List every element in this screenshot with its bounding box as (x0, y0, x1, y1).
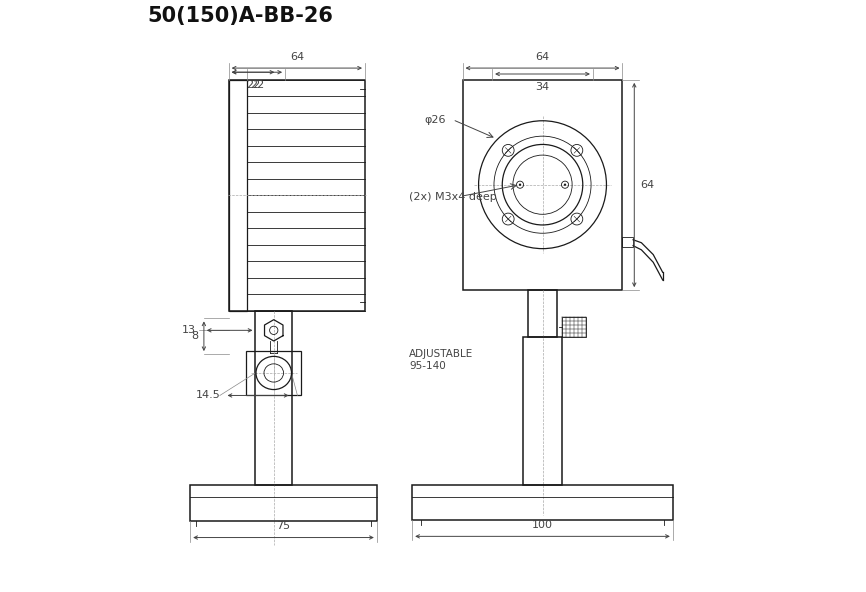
Text: φ26: φ26 (424, 115, 446, 124)
Text: (2x) M3x4 deep: (2x) M3x4 deep (410, 192, 497, 201)
Text: 50(150)A-BB-26: 50(150)A-BB-26 (148, 6, 333, 26)
Text: 13: 13 (182, 326, 197, 335)
Text: 14.5: 14.5 (197, 391, 221, 400)
Text: 34: 34 (535, 82, 550, 92)
Bar (255, 311, 292, 485)
Bar (412, 485, 673, 520)
Circle shape (564, 184, 566, 186)
Bar (562, 317, 585, 337)
Text: 8: 8 (191, 332, 198, 341)
Bar (623, 237, 633, 247)
Bar (229, 80, 247, 311)
Text: 64: 64 (640, 180, 655, 190)
Bar (229, 80, 365, 311)
Bar (246, 350, 301, 395)
Text: 64: 64 (290, 52, 304, 62)
Bar (191, 485, 377, 521)
Circle shape (519, 184, 521, 186)
Text: 100: 100 (532, 520, 553, 530)
Text: ADJUSTABLE
95-140: ADJUSTABLE 95-140 (410, 349, 474, 371)
Bar (527, 290, 558, 337)
Text: 22: 22 (246, 80, 260, 90)
Text: 22: 22 (249, 80, 264, 90)
Bar (523, 337, 562, 485)
Bar (462, 80, 623, 290)
Text: 64: 64 (535, 52, 550, 62)
Text: 75: 75 (276, 521, 291, 531)
